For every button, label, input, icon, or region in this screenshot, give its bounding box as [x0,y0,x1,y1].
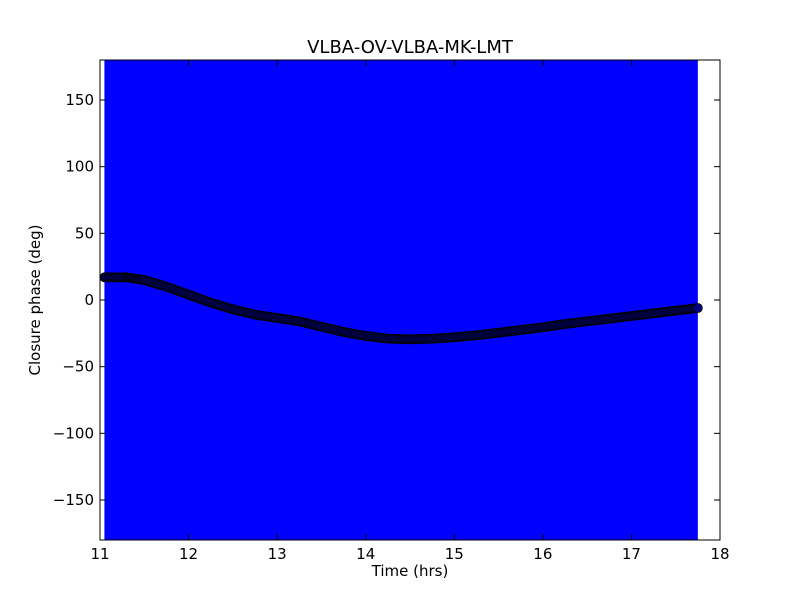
y-tick-label: 0 [84,291,94,309]
y-tick-label: 150 [65,91,94,109]
chart-title: VLBA-OV-VLBA-MK-LMT [307,37,514,58]
x-tick-label: 12 [179,545,198,563]
x-tick-label: 18 [710,545,729,563]
data-point [692,303,703,313]
x-axis-label: Time (hrs) [371,562,449,580]
y-tick-label: 50 [75,224,94,242]
y-tick-label: −100 [53,424,94,442]
y-tick-label: 100 [65,158,94,176]
x-tick-label: 16 [533,545,552,563]
x-tick-label: 14 [356,545,375,563]
y-axis-label: Closure phase (deg) [26,225,44,376]
x-tick-label: 15 [445,545,464,563]
x-tick-label: 17 [622,545,641,563]
y-tick-label: −50 [62,358,94,376]
x-tick-label: 13 [268,545,287,563]
plot-area: 11 12 13 14 15 16 17 18 −150 −100 −50 0 50 100 150 [53,59,730,563]
x-tick-label: 11 [90,545,109,563]
y-tick-label: −150 [53,491,94,509]
